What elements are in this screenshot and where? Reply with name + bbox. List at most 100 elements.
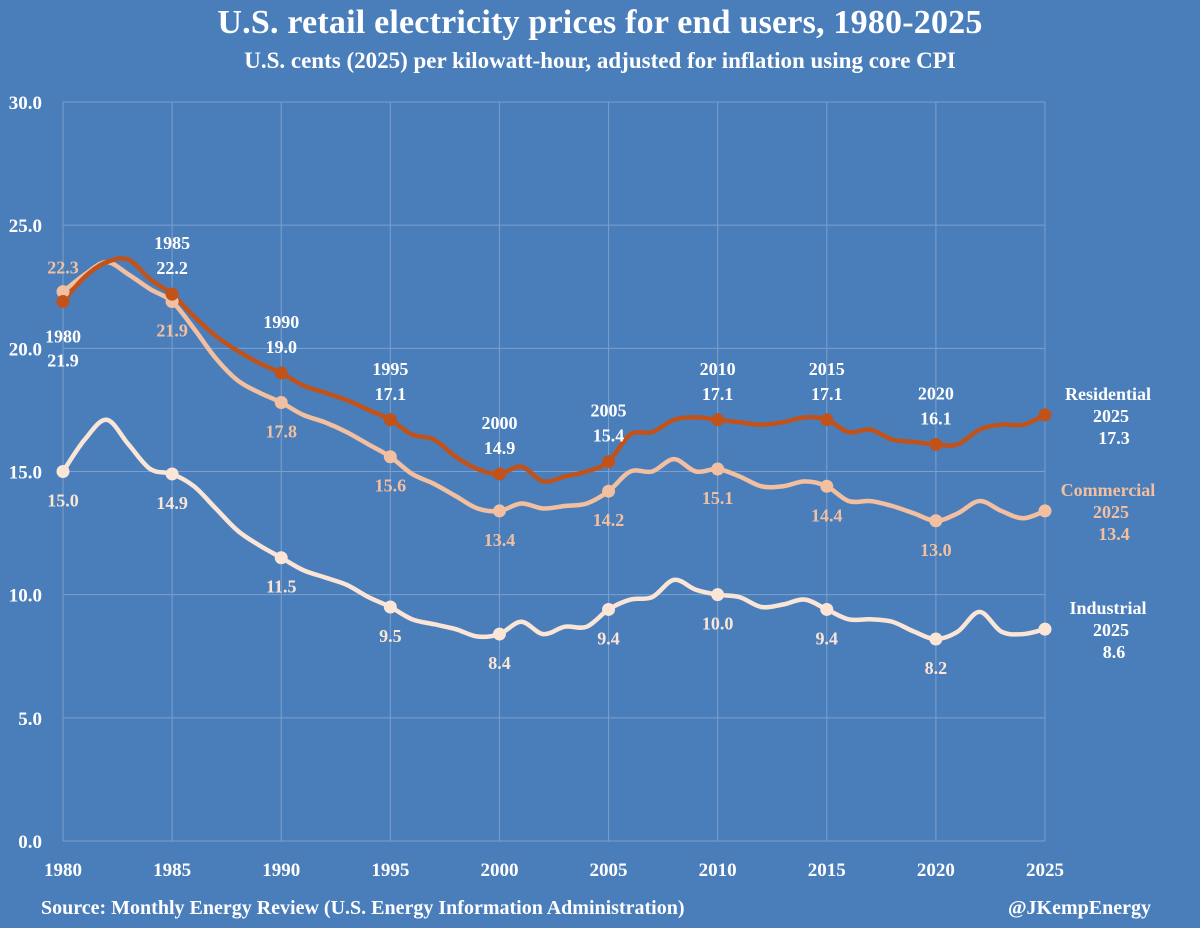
data-point-commercial [274, 396, 288, 410]
industrial-value-label: 9.5 [379, 626, 402, 646]
x-tick-label: 2010 [699, 860, 737, 881]
source-note: Source: Monthly Energy Review (U.S. Ener… [41, 897, 685, 919]
data-point-industrial [56, 465, 70, 478]
industrial-value-label: 9.4 [597, 628, 620, 648]
data-point-commercial [383, 450, 397, 464]
residential-value-label: 17.1 [375, 384, 407, 404]
residential-year-label: 2000 [481, 413, 517, 433]
legend-residential-name: Residential [1065, 384, 1151, 404]
data-point-industrial-end [1038, 622, 1052, 636]
series-markers [56, 285, 1052, 646]
data-point-industrial [711, 588, 725, 602]
residential-value-label: 16.1 [920, 408, 952, 428]
chart-subtitle: U.S. cents (2025) per kilowatt-hour, adj… [244, 48, 956, 73]
residential-year-label: 1980 [45, 327, 81, 347]
legend-commercial-year: 2025 [1093, 502, 1129, 522]
y-tick-label: 25.0 [9, 216, 42, 237]
y-tick-label: 30.0 [9, 93, 42, 114]
commercial-value-label: 22.3 [47, 258, 79, 278]
legend-residential-value: 17.3 [1098, 428, 1130, 448]
data-point-industrial [820, 602, 834, 616]
commercial-value-label: 15.1 [702, 488, 734, 508]
x-tick-label: 1980 [44, 860, 82, 881]
commercial-value-label: 21.9 [156, 321, 188, 341]
legend-residential-year: 2025 [1093, 406, 1129, 426]
commercial-value-label: 13.4 [484, 530, 516, 550]
data-point-residential [820, 413, 834, 427]
y-tick-label: 15.0 [9, 463, 42, 484]
legend-commercial-value: 13.4 [1098, 524, 1130, 544]
x-tick-label: 2015 [808, 860, 846, 881]
legend-industrial-year: 2025 [1093, 620, 1129, 640]
author-handle: @JKempEnergy [1007, 897, 1151, 919]
series-line-residential [60, 256, 1048, 484]
commercial-value-label: 17.8 [265, 422, 297, 442]
data-point-commercial [56, 285, 70, 299]
residential-value-label: 19.0 [265, 337, 297, 357]
commercial-value-label: 14.2 [593, 510, 625, 530]
x-tick-label: 2000 [480, 860, 518, 881]
x-tick-label: 2025 [1026, 860, 1064, 881]
data-point-residential-end [1038, 408, 1052, 422]
data-point-residential [602, 455, 616, 469]
residential-value-label: 21.9 [47, 351, 79, 371]
industrial-value-label: 11.5 [266, 577, 297, 597]
commercial-value-label: 14.4 [811, 505, 843, 525]
industrial-value-label: 15.0 [47, 491, 79, 511]
legend-commercial-name: Commercial [1061, 480, 1156, 500]
residential-year-label: 2020 [918, 383, 954, 403]
x-tick-label: 2005 [590, 860, 628, 881]
commercial-value-label: 15.6 [375, 476, 407, 496]
data-point-residential [165, 287, 179, 301]
grid-lines [62, 101, 1046, 842]
data-point-industrial [274, 551, 288, 565]
commercial-value-label: 13.0 [920, 540, 952, 560]
data-point-commercial [820, 479, 834, 493]
series-line-industrial [60, 417, 1048, 642]
axis-ticks: 0.0 5.0 10.0 15.0 20.0 25.0 30.0 1980 1985 1990 19… [9, 93, 1064, 881]
data-point-industrial [602, 602, 616, 616]
residential-value-label: 14.9 [484, 438, 516, 458]
data-point-residential [383, 413, 397, 427]
data-point-industrial [383, 600, 397, 614]
industrial-value-label: 8.4 [488, 653, 511, 673]
data-point-commercial [711, 462, 725, 476]
residential-year-label: 1990 [263, 312, 299, 332]
series-line-commercial [60, 259, 1048, 524]
data-point-industrial [492, 627, 506, 641]
y-tick-label: 0.0 [18, 832, 42, 853]
legend-industrial-value: 8.6 [1103, 642, 1126, 662]
data-point-residential [274, 366, 288, 380]
residential-value-label: 17.1 [702, 384, 734, 404]
industrial-value-label: 10.0 [702, 614, 734, 634]
residential-year-label: 2010 [700, 359, 736, 379]
data-point-residential [929, 437, 943, 451]
data-point-industrial [929, 632, 943, 646]
x-tick-label: 1995 [371, 860, 409, 881]
chart-title: U.S. retail electricity prices for end u… [217, 4, 983, 41]
x-tick-label: 2020 [917, 860, 955, 881]
x-tick-label: 1990 [262, 860, 300, 881]
residential-value-label: 22.2 [156, 258, 188, 278]
data-point-residential [711, 413, 725, 427]
industrial-value-label: 14.9 [156, 493, 188, 513]
data-point-commercial [602, 484, 616, 498]
data-point-commercial-end [1038, 504, 1052, 518]
residential-year-label: 1985 [154, 233, 190, 253]
data-point-residential [492, 467, 506, 481]
data-point-industrial [165, 467, 179, 481]
industrial-value-label: 9.4 [816, 628, 839, 648]
data-point-residential [56, 295, 70, 309]
legend-industrial-name: Industrial [1069, 598, 1146, 618]
residential-year-label: 2015 [809, 359, 845, 379]
residential-year-label: 1995 [372, 359, 408, 379]
data-point-commercial [492, 504, 506, 518]
residential-value-label: 17.1 [811, 384, 843, 404]
data-point-commercial [929, 514, 943, 528]
y-tick-label: 20.0 [9, 339, 42, 360]
industrial-value-label: 8.2 [925, 658, 948, 678]
y-tick-label: 5.0 [18, 709, 42, 730]
residential-value-label: 15.4 [593, 426, 625, 446]
